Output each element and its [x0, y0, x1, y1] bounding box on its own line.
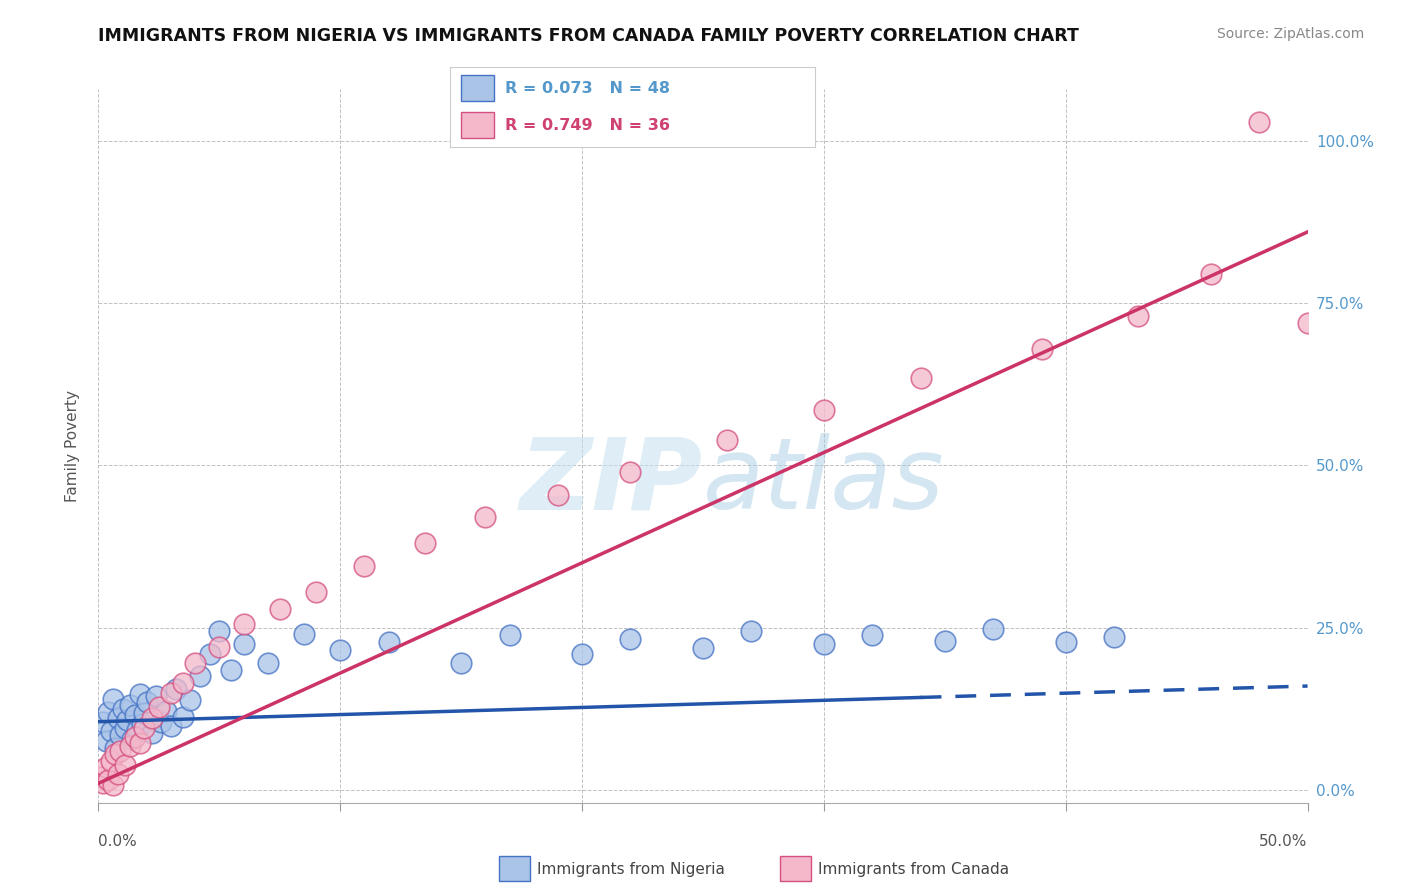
Point	[498, 628, 520, 642]
Point	[221, 663, 243, 677]
Text: ZIP: ZIP	[520, 434, 703, 530]
Point	[128, 687, 150, 701]
Point	[934, 633, 956, 648]
Point	[135, 695, 157, 709]
Point	[101, 778, 124, 792]
Text: 0.0%: 0.0%	[98, 834, 138, 849]
Point	[910, 371, 932, 385]
Point	[1296, 316, 1319, 330]
Point	[547, 488, 569, 502]
Point	[107, 711, 129, 725]
Point	[100, 754, 122, 768]
Point	[108, 728, 131, 742]
Bar	[461, 112, 494, 137]
Text: R = 0.073   N = 48: R = 0.073 N = 48	[505, 81, 669, 96]
Text: Immigrants from Nigeria: Immigrants from Nigeria	[537, 863, 725, 877]
Bar	[461, 75, 494, 101]
Point	[305, 585, 328, 599]
Point	[377, 635, 399, 649]
Point	[134, 706, 156, 721]
Point	[114, 721, 136, 735]
Point	[413, 536, 436, 550]
Point	[179, 693, 201, 707]
Point	[145, 689, 167, 703]
Point	[100, 724, 122, 739]
Point	[981, 622, 1004, 636]
Point	[108, 744, 131, 758]
Point	[90, 770, 112, 784]
Point	[165, 682, 187, 697]
Point	[128, 736, 150, 750]
Point	[692, 641, 714, 656]
Point	[813, 637, 835, 651]
Point	[1031, 342, 1053, 356]
Point	[172, 675, 194, 690]
Point	[188, 669, 211, 683]
Point	[104, 747, 127, 761]
Point	[716, 433, 738, 447]
Point	[1128, 310, 1150, 324]
Point	[94, 760, 117, 774]
Text: IMMIGRANTS FROM NIGERIA VS IMMIGRANTS FROM CANADA FAMILY POVERTY CORRELATION CHA: IMMIGRANTS FROM NIGERIA VS IMMIGRANTS FR…	[98, 27, 1080, 45]
Point	[107, 766, 129, 780]
Point	[292, 627, 315, 641]
Point	[101, 692, 124, 706]
Point	[117, 713, 139, 727]
Text: Immigrants from Canada: Immigrants from Canada	[818, 863, 1010, 877]
Point	[813, 403, 835, 417]
Point	[124, 708, 146, 723]
Point	[160, 719, 183, 733]
Point	[232, 617, 254, 632]
Point	[198, 647, 221, 661]
Point	[269, 602, 291, 616]
Point	[118, 698, 141, 713]
Point	[155, 704, 177, 718]
Point	[111, 702, 134, 716]
Point	[124, 730, 146, 744]
Point	[619, 465, 641, 479]
Text: R = 0.749   N = 36: R = 0.749 N = 36	[505, 118, 669, 133]
Point	[329, 643, 352, 657]
Point	[134, 721, 156, 735]
Point	[208, 624, 231, 638]
Text: atlas: atlas	[703, 434, 945, 530]
Point	[91, 714, 114, 729]
Point	[172, 710, 194, 724]
Point	[160, 685, 183, 699]
Point	[256, 657, 278, 671]
Point	[141, 711, 163, 725]
Point	[131, 716, 153, 731]
Point	[104, 740, 127, 755]
Point	[232, 637, 254, 651]
Point	[208, 640, 231, 654]
Point	[91, 776, 114, 790]
Point	[141, 725, 163, 739]
Point	[619, 632, 641, 647]
Point	[1199, 267, 1222, 281]
Point	[121, 732, 143, 747]
Point	[118, 739, 141, 753]
Point	[1102, 631, 1125, 645]
Point	[571, 647, 593, 661]
Point	[148, 699, 170, 714]
Point	[860, 628, 883, 642]
Point	[1249, 114, 1271, 128]
Y-axis label: Family Poverty: Family Poverty	[65, 390, 80, 502]
Point	[114, 758, 136, 772]
Point	[184, 657, 207, 671]
Text: 50.0%: 50.0%	[1260, 834, 1308, 849]
Point	[1054, 635, 1077, 649]
Point	[474, 510, 496, 524]
Point	[353, 559, 375, 574]
Text: Source: ZipAtlas.com: Source: ZipAtlas.com	[1216, 27, 1364, 41]
Point	[97, 705, 120, 719]
Point	[150, 714, 173, 729]
Point	[94, 734, 117, 748]
Point	[740, 624, 762, 638]
Point	[127, 723, 149, 738]
Point	[450, 657, 472, 671]
Point	[97, 773, 120, 788]
